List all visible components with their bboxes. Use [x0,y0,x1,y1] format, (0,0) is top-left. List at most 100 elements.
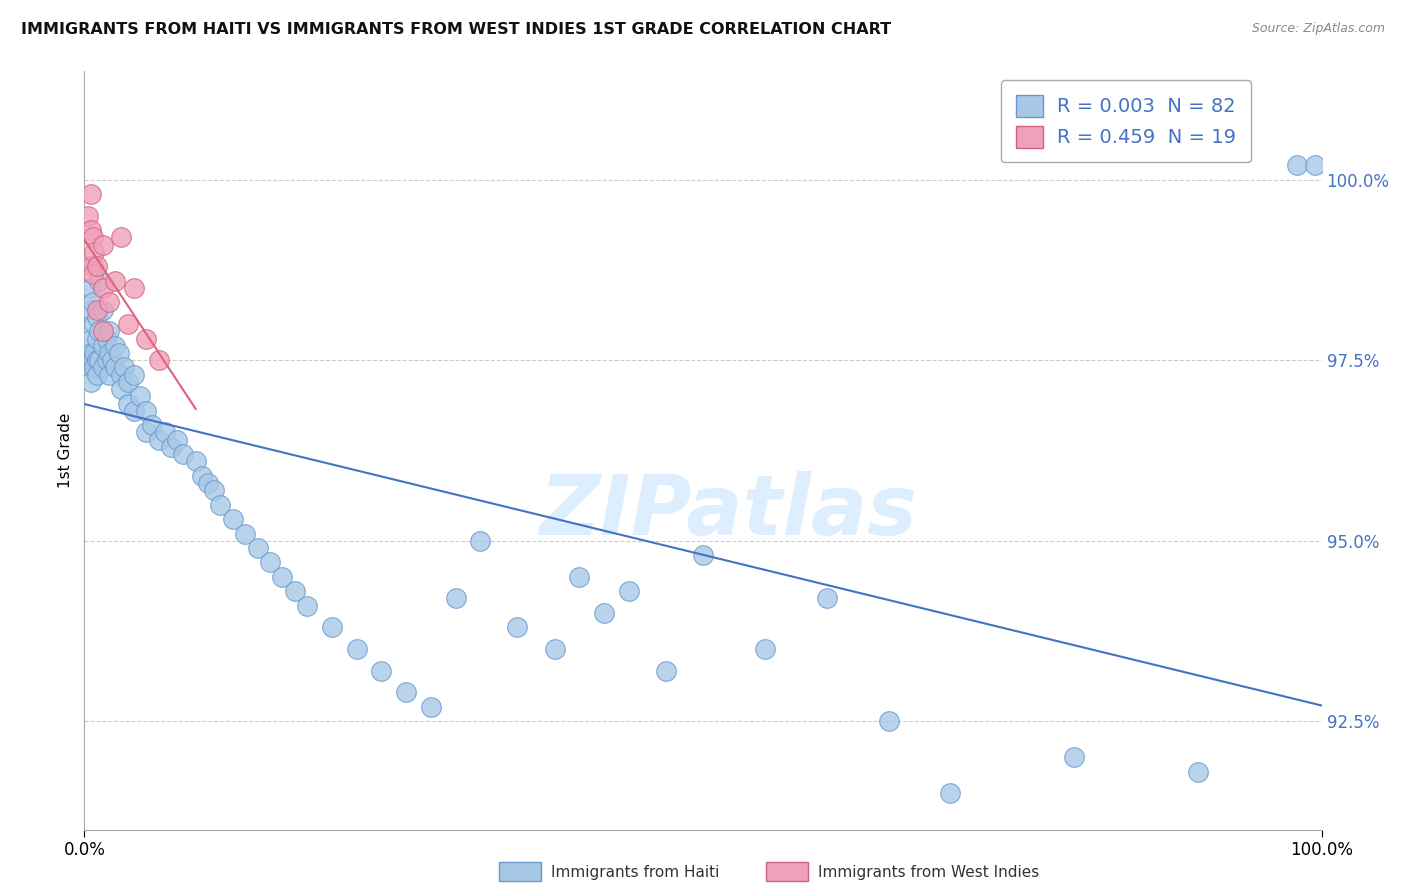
Point [83,244,105,259]
Point [82,267,104,281]
Point [754,642,776,657]
Point [96,332,118,346]
Point [129,389,152,403]
Point [79,281,101,295]
Point [79,375,101,389]
Point [83,317,105,331]
Point [568,570,591,584]
Point [104,274,127,288]
Point [108,346,131,360]
Point [89,274,111,288]
Point [83,346,105,360]
Text: Immigrants from West Indies: Immigrants from West Indies [818,865,1039,880]
Point [135,403,157,417]
Point [79,346,101,360]
Point [148,353,170,368]
Point [284,584,307,599]
Point [209,498,232,512]
Point [100,353,122,368]
Point [110,382,132,396]
Point [86,332,108,346]
Point [91,302,114,317]
Point [91,360,114,375]
Point [89,353,111,368]
Point [86,368,108,382]
Point [197,475,219,490]
Point [191,468,214,483]
Point [98,368,121,382]
Point [184,454,207,468]
Point [86,310,108,324]
Point [271,570,294,584]
Point [617,584,640,599]
Point [939,787,962,801]
Point [1187,764,1209,779]
Point [122,403,145,417]
Point [86,302,108,317]
Point [79,360,101,375]
Point [82,260,104,274]
Point [98,324,121,338]
Legend: R = 0.003  N = 82, R = 0.459  N = 19: R = 0.003 N = 82, R = 0.459 N = 19 [1001,80,1251,162]
Point [470,533,492,548]
Point [91,237,114,252]
Point [172,447,194,461]
Point [79,353,101,368]
Point [1285,158,1308,172]
Point [1305,158,1327,172]
Point [135,332,157,346]
Point [86,260,108,274]
Point [110,368,132,382]
Point [295,599,318,613]
Point [1063,750,1085,764]
Point [148,433,170,447]
Point [104,339,127,353]
Point [98,346,121,360]
Point [370,664,392,678]
Text: Source: ZipAtlas.com: Source: ZipAtlas.com [1251,22,1385,36]
Point [91,281,114,295]
Point [233,526,256,541]
Point [153,425,176,440]
Point [77,209,100,223]
Point [110,230,132,244]
Point [122,281,145,295]
Point [82,295,104,310]
Point [444,591,467,606]
Point [692,548,714,562]
Point [82,353,104,368]
Point [593,606,616,620]
Y-axis label: 1st Grade: 1st Grade [58,413,73,488]
Point [246,541,269,555]
Point [160,440,183,454]
Point [419,699,441,714]
Text: ZIPatlas: ZIPatlas [538,471,917,551]
Point [82,230,104,244]
Point [83,360,105,375]
Point [655,664,678,678]
Point [79,223,101,237]
Point [815,591,838,606]
Point [506,620,529,634]
Point [117,396,139,410]
Point [346,642,368,657]
Point [321,620,343,634]
Point [222,512,245,526]
Point [112,360,135,375]
Text: IMMIGRANTS FROM HAITI VS IMMIGRANTS FROM WEST INDIES 1ST GRADE CORRELATION CHART: IMMIGRANTS FROM HAITI VS IMMIGRANTS FROM… [21,22,891,37]
Point [104,360,127,375]
Point [877,714,900,729]
Point [79,302,101,317]
Point [79,332,101,346]
Point [98,295,121,310]
Point [122,368,145,382]
Point [202,483,225,498]
Text: Immigrants from Haiti: Immigrants from Haiti [551,865,720,880]
Point [91,339,114,353]
Point [89,324,111,338]
Point [91,324,114,338]
Point [79,187,101,202]
Point [135,425,157,440]
Point [395,685,418,699]
Point [117,317,139,331]
